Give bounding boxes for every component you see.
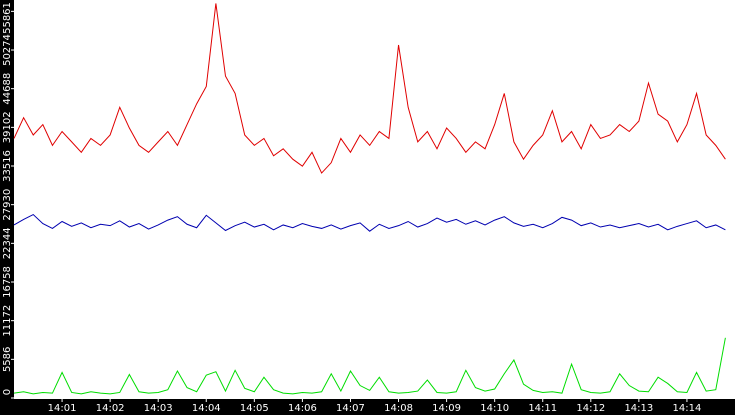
y-tick-label: 33516: [2, 150, 13, 182]
y-tick-label: 50274: [2, 34, 13, 66]
x-tick-label: 14:10: [480, 403, 509, 414]
x-tick-label: 14:13: [624, 403, 653, 414]
x-tick-label: 14:14: [673, 403, 702, 414]
x-tick-label: 14:08: [384, 403, 413, 414]
x-tick-label: 14:01: [48, 403, 77, 414]
x-tick-label: 14:03: [144, 403, 173, 414]
y-tick-label: 44688: [2, 73, 13, 105]
y-tick-label: 16758: [2, 266, 13, 298]
x-tick-label: 14:02: [96, 403, 125, 414]
series-line: [13, 3, 726, 174]
y-axis-strip: [0, 0, 14, 415]
y-tick-label: 39102: [2, 111, 13, 143]
x-tick-label: 14:05: [240, 403, 269, 414]
series-line: [13, 213, 726, 232]
x-tick-label: 14:12: [576, 403, 605, 414]
series-line: [13, 337, 726, 395]
y-tick-label: 27930: [2, 189, 13, 221]
y-tick-label: 55861: [2, 2, 13, 34]
x-tick-label: 14:04: [192, 403, 221, 414]
x-tick-label: 14:07: [336, 403, 365, 414]
y-tick-label: 0: [2, 389, 13, 395]
y-tick-label: 11172: [2, 305, 13, 337]
y-tick-label: 5586: [2, 347, 13, 372]
y-tick-label: 22344: [2, 227, 13, 259]
x-axis-strip: [0, 399, 735, 415]
x-tick-label: 14:11: [528, 403, 557, 414]
x-tick-label: 14:09: [432, 403, 461, 414]
x-tick-label: 14:06: [288, 403, 317, 414]
